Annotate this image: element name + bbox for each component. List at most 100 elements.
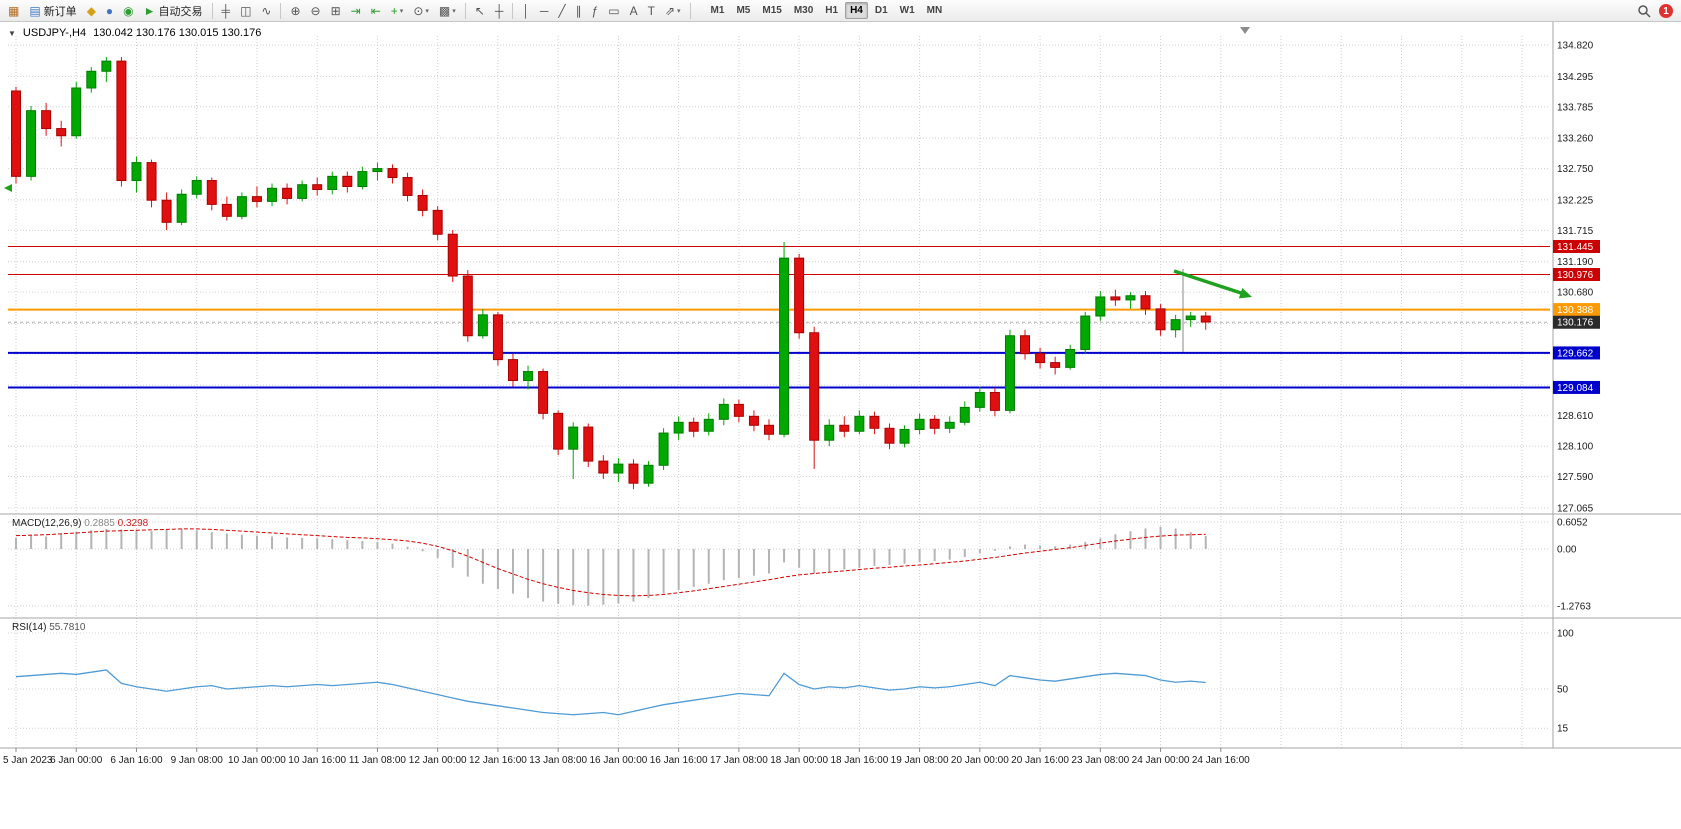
templates-icon-glyph: ▩ bbox=[438, 3, 451, 18]
price-badge bbox=[1553, 267, 1600, 281]
ohlc-bars-icon-glyph: ╪ bbox=[221, 3, 231, 18]
tile-windows-icon-glyph: ⊞ bbox=[330, 3, 341, 18]
svg-text:11 Jan 08:00: 11 Jan 08:00 bbox=[349, 755, 407, 766]
chart-shift-icon[interactable]: ⇤ bbox=[367, 1, 385, 21]
toolbar-separator bbox=[689, 2, 691, 19]
timeframe-mn[interactable]: MN bbox=[926, 5, 943, 16]
svg-text:16 Jan 16:00: 16 Jan 16:00 bbox=[650, 755, 708, 766]
periods-icon-dropdown-arrow[interactable]: ▾ bbox=[425, 7, 429, 15]
timeframe-m1[interactable]: M1 bbox=[710, 5, 725, 16]
equidistant-channel-icon[interactable]: ∥ bbox=[572, 1, 586, 21]
svg-text:10 Jan 00:00: 10 Jan 00:00 bbox=[228, 755, 286, 766]
indicators-icon[interactable]: + ▾ bbox=[387, 1, 408, 21]
timeframe-m15[interactable]: M15 bbox=[762, 5, 782, 16]
svg-text:128.610: 128.610 bbox=[1557, 411, 1594, 422]
indicators-icon-glyph: + bbox=[390, 3, 398, 18]
svg-text:12 Jan 16:00: 12 Jan 16:00 bbox=[469, 755, 527, 766]
periods-icon[interactable]: ⊙ ▾ bbox=[409, 1, 433, 21]
svg-text:130.680: 130.680 bbox=[1557, 288, 1594, 299]
line-chart-icon[interactable]: ∿ bbox=[257, 1, 275, 21]
auto-scroll-icon[interactable]: ⇥ bbox=[347, 1, 365, 21]
chart-window-icon[interactable]: ▦ bbox=[4, 1, 23, 21]
text-label-icon-glyph: T bbox=[647, 3, 655, 18]
timeframe-h4[interactable]: H4 bbox=[845, 2, 868, 19]
templates-icon[interactable]: ▩ ▾ bbox=[435, 1, 460, 21]
price-badge-label: 131.445 bbox=[1557, 242, 1594, 253]
notification-badge[interactable]: 1 bbox=[1659, 4, 1673, 18]
svg-text:132.750: 132.750 bbox=[1557, 164, 1594, 175]
zoom-in-icon[interactable]: ⊕ bbox=[286, 1, 304, 21]
macd-signal-line bbox=[15, 528, 1206, 597]
help-icon[interactable]: ◉ bbox=[119, 1, 137, 21]
svg-text:5 Jan 2023: 5 Jan 2023 bbox=[3, 755, 53, 766]
crosshair-icon[interactable]: ┼ bbox=[491, 1, 508, 21]
svg-text:23 Jan 08:00: 23 Jan 08:00 bbox=[1071, 755, 1129, 766]
svg-text:24 Jan 16:00: 24 Jan 16:00 bbox=[1192, 755, 1250, 766]
chart-window-icon-glyph: ▦ bbox=[8, 3, 20, 18]
cursor-icon[interactable]: ↖ bbox=[471, 1, 489, 21]
collapse-icon[interactable]: ▼ bbox=[8, 28, 16, 38]
svg-text:20 Jan 00:00: 20 Jan 00:00 bbox=[951, 755, 1009, 766]
svg-text:17 Jan 08:00: 17 Jan 08:00 bbox=[710, 755, 768, 766]
arrow-object-head[interactable] bbox=[1238, 288, 1252, 299]
community-icon[interactable]: ● bbox=[102, 1, 117, 21]
macd-pane bbox=[15, 526, 1207, 606]
ohlc-bars-icon[interactable]: ╪ bbox=[218, 1, 235, 21]
svg-text:18 Jan 00:00: 18 Jan 00:00 bbox=[770, 755, 828, 766]
autotrading-button[interactable]: ► 自动交易 bbox=[140, 1, 207, 21]
zoom-out-icon[interactable]: ⊖ bbox=[307, 1, 325, 21]
price-badge-label: 130.976 bbox=[1557, 270, 1594, 281]
search-icon[interactable] bbox=[1637, 4, 1651, 18]
horizontal-line-icon[interactable]: ─ bbox=[536, 1, 553, 21]
indicators-icon-dropdown-arrow[interactable]: ▾ bbox=[399, 7, 404, 15]
timeframe-m5[interactable]: M5 bbox=[736, 5, 751, 16]
horizontal-line-icon-glyph: ─ bbox=[539, 3, 549, 18]
svg-text:9 Jan 08:00: 9 Jan 08:00 bbox=[171, 755, 224, 766]
svg-text:127.065: 127.065 bbox=[1557, 503, 1594, 514]
tile-windows-icon[interactable]: ⊞ bbox=[327, 1, 345, 21]
svg-text:10 Jan 16:00: 10 Jan 16:00 bbox=[288, 755, 346, 766]
candlestick-icon[interactable]: ◫ bbox=[236, 1, 255, 21]
chart-title: ▼ USDJPY-,H4 130.042 130.176 130.015 130… bbox=[8, 27, 261, 39]
trendline-icon[interactable]: ╱ bbox=[554, 1, 569, 21]
arrows-icon[interactable]: ⇗ ▾ bbox=[661, 1, 685, 21]
timeframe-h1[interactable]: H1 bbox=[825, 5, 839, 16]
new-order-button[interactable]: ▤ 新订单 bbox=[25, 1, 80, 21]
arrow-object[interactable] bbox=[1173, 269, 1242, 295]
chart-canvas[interactable]: 134.820 134.295 133.785 133.260 132.750 132.2… bbox=[0, 22, 1681, 829]
svg-text:133.260: 133.260 bbox=[1557, 134, 1594, 145]
text-icon-glyph: A bbox=[629, 3, 638, 18]
vertical-line-icon[interactable]: │ bbox=[518, 1, 534, 21]
community-icon-glyph: ● bbox=[105, 3, 114, 18]
fibonacci-icon-glyph: ƒ bbox=[591, 3, 599, 18]
shapes-icon[interactable]: ▭ bbox=[604, 1, 623, 21]
price-badge-label: 130.176 bbox=[1557, 318, 1594, 329]
wizard-icon[interactable]: ◆ bbox=[83, 1, 100, 21]
svg-text:0.6052: 0.6052 bbox=[1557, 518, 1588, 529]
wizard-icon-glyph: ◆ bbox=[86, 3, 96, 18]
trendline-icon-glyph: ╱ bbox=[558, 3, 566, 18]
arrows-icon-dropdown-arrow[interactable]: ▾ bbox=[677, 7, 681, 15]
chart-window[interactable]: 134.820 134.295 133.785 133.260 132.750 132.2… bbox=[0, 22, 1681, 829]
text-label-icon[interactable]: T bbox=[644, 1, 659, 21]
macd-label: MACD(12,26,9) 0.2885 0.3298 bbox=[12, 518, 149, 529]
price-badge-label: 129.084 bbox=[1557, 383, 1594, 394]
line-chart-icon-glyph: ∿ bbox=[261, 3, 272, 18]
svg-text:50: 50 bbox=[1557, 685, 1569, 696]
toolbar-right: 1 bbox=[1637, 0, 1673, 22]
templates-icon-dropdown-arrow[interactable]: ▾ bbox=[452, 7, 456, 15]
arrows-icon-glyph: ⇗ bbox=[664, 3, 676, 18]
timeframe-w1[interactable]: W1 bbox=[899, 5, 915, 16]
zoom-out-icon-glyph: ⊖ bbox=[310, 3, 321, 18]
timeframe-m30[interactable]: M30 bbox=[793, 5, 814, 16]
chart-shift-marker[interactable] bbox=[1240, 27, 1250, 34]
fibonacci-icon[interactable]: ƒ bbox=[588, 1, 603, 21]
price-badge bbox=[1553, 346, 1600, 360]
timeframe-d1[interactable]: D1 bbox=[874, 5, 888, 16]
text-icon[interactable]: A bbox=[626, 1, 642, 21]
price-axis[interactable]: 134.820 134.295 133.785 133.260 132.750 132.2… bbox=[1557, 41, 1594, 735]
svg-text:-1.2763: -1.2763 bbox=[1557, 601, 1591, 612]
grid bbox=[8, 36, 1550, 748]
